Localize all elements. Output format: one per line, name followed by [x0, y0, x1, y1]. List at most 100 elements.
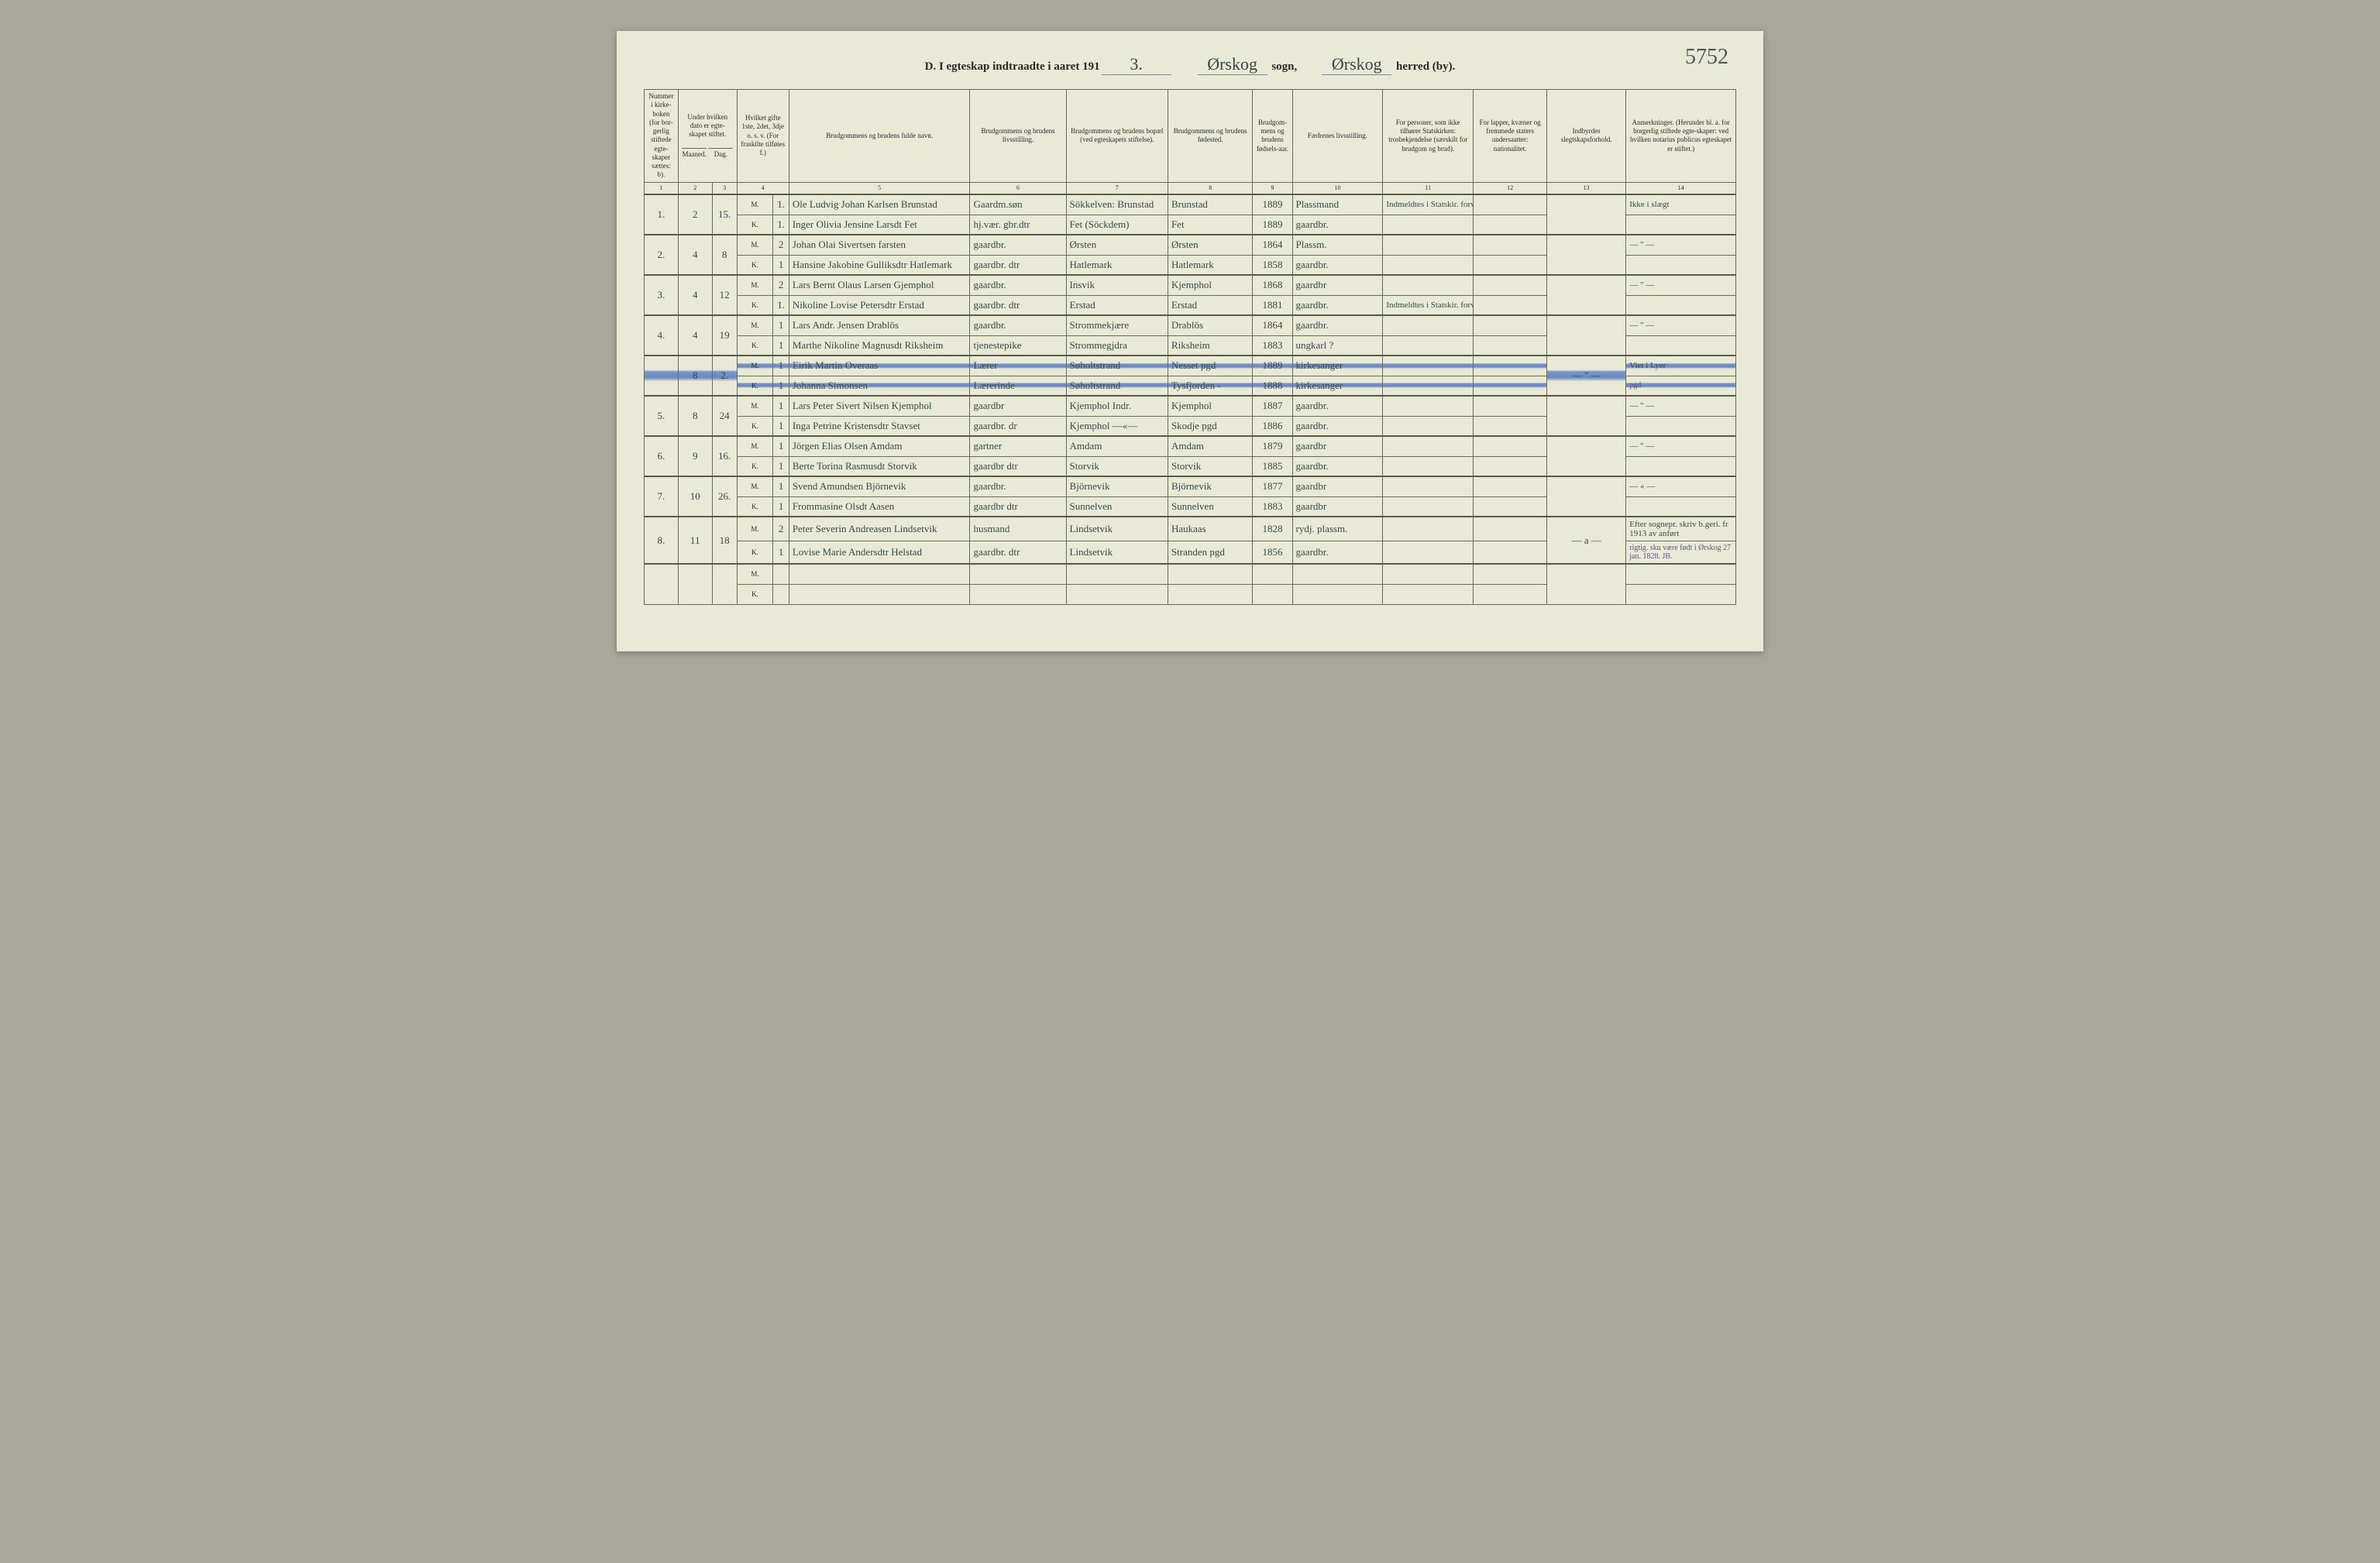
cell-aar: 1858: [1253, 255, 1292, 275]
cell-slegt: [1547, 315, 1626, 356]
cell-day: 15.: [712, 194, 737, 235]
cell-gifte: 1: [773, 456, 789, 476]
table-row: 3.412M.2Lars Bernt Olaus Larsen Gjemphol…: [645, 275, 1736, 295]
cell-faedre: gaardbr.: [1292, 215, 1383, 235]
cell-mk: M.: [737, 275, 773, 295]
cell-stilling: Gaardm.søn: [970, 194, 1066, 215]
cell-month: 8: [678, 396, 712, 436]
cell-faedre: rydj. plassm.: [1292, 517, 1383, 541]
col-header-4: Hvilket gifte 1ste, 2det, 3dje o. s. v. …: [737, 90, 789, 183]
cell-stilling: [970, 584, 1066, 604]
cell-no: 1.: [645, 194, 679, 235]
cell-nat: [1474, 496, 1547, 517]
cell-name: Ole Ludvig Johan Karlsen Brunstad: [789, 194, 970, 215]
cell-fodested: Drablös: [1168, 315, 1253, 335]
col-header-2-sub2: Dag.: [708, 148, 733, 159]
ledger-table: Nummer i kirke-boken (for bor-gerlig sti…: [644, 89, 1736, 605]
cell-fodested: Skodje pgd: [1168, 416, 1253, 436]
col-header-2-sub1: Maaned.: [682, 148, 707, 159]
cell-bopael: [1066, 564, 1168, 584]
cell-aar: 1889: [1253, 194, 1292, 215]
cell-faedre: gaardbr.: [1292, 315, 1383, 335]
cell-stilling: gaardbr.: [970, 315, 1066, 335]
cell-name: Hansine Jakobine Gulliksdtr Hatlemark: [789, 255, 970, 275]
table-row: 1.215.M.1.Ole Ludvig Johan Karlsen Bruns…: [645, 194, 1736, 215]
cell-bopael: Fet (Söckdem): [1066, 215, 1168, 235]
cell-no: 3.: [645, 275, 679, 315]
cell-stilling: hj.vær. gbr.dtr: [970, 215, 1066, 235]
cell-bopael: Storvik: [1066, 456, 1168, 476]
cell-mk: K.: [737, 456, 773, 476]
cell-nat: [1474, 194, 1547, 215]
cell-gifte: 1: [773, 255, 789, 275]
colnum-7: 7: [1066, 182, 1168, 194]
cell-tros: [1383, 584, 1474, 604]
cell-faedre: gaardbr.: [1292, 456, 1383, 476]
cell-nat: [1474, 215, 1547, 235]
cell-name: Lovise Marie Andersdtr Helstad: [789, 541, 970, 565]
cell-fodested: Nesset pgd: [1168, 356, 1253, 376]
cell-nat: [1474, 235, 1547, 255]
col-header-8: Brudgommens og brudens fødested.: [1168, 90, 1253, 183]
cell-tros: [1383, 335, 1474, 356]
cell-gifte: 1: [773, 416, 789, 436]
cell-fodested: [1168, 584, 1253, 604]
cell-anm: [1626, 335, 1736, 356]
cell-anm: [1626, 295, 1736, 315]
cell-stilling: gaardbr: [970, 396, 1066, 416]
cell-stilling: husmand: [970, 517, 1066, 541]
cell-slegt: [1547, 564, 1626, 604]
cell-stilling: gaardbr.: [970, 275, 1066, 295]
cell-slegt: — a —: [1547, 517, 1626, 564]
cell-nat: [1474, 396, 1547, 416]
cell-tros: [1383, 564, 1474, 584]
cell-mk: M.: [737, 235, 773, 255]
cell-bopael: Sökkelven: Brunstad: [1066, 194, 1168, 215]
cell-bopael: Sunnelven: [1066, 496, 1168, 517]
cell-slegt: [1547, 235, 1626, 275]
cell-faedre: Plassmand: [1292, 194, 1383, 215]
cell-gifte: 1: [773, 436, 789, 456]
cell-mk: K.: [737, 496, 773, 517]
table-body: 1.215.M.1.Ole Ludvig Johan Karlsen Bruns…: [645, 194, 1736, 604]
cell-fodested: Kjemphol: [1168, 275, 1253, 295]
cell-no: [645, 356, 679, 396]
cell-aar: 1864: [1253, 235, 1292, 255]
cell-gifte: 1: [773, 356, 789, 376]
cell-aar: 1885: [1253, 456, 1292, 476]
cell-mk: K.: [737, 584, 773, 604]
header-herred-label: herred (by).: [1396, 60, 1455, 73]
cell-stilling: gaardbr. dtr: [970, 255, 1066, 275]
cell-bopael: Lindsetvik: [1066, 517, 1168, 541]
cell-stilling: gaardbr dtr: [970, 456, 1066, 476]
colnum-14: 14: [1626, 182, 1736, 194]
cell-aar: [1253, 564, 1292, 584]
cell-month: 2: [678, 194, 712, 235]
cell-tros: [1383, 496, 1474, 517]
cell-stilling: tjenestepike: [970, 335, 1066, 356]
cell-bopael: Erstad: [1066, 295, 1168, 315]
cell-month: 8: [678, 356, 712, 396]
cell-day: 24: [712, 396, 737, 436]
cell-tros: [1383, 456, 1474, 476]
cell-faedre: gaardbr.: [1292, 416, 1383, 436]
cell-name: Svend Amundsen Björnevik: [789, 476, 970, 496]
cell-mk: K.: [737, 295, 773, 315]
cell-gifte: 1: [773, 376, 789, 396]
cell-day: 2.: [712, 356, 737, 396]
cell-fodested: [1168, 564, 1253, 584]
cell-gifte: 1: [773, 335, 789, 356]
col-header-13: Indbyrdes slegtskapsforhold.: [1547, 90, 1626, 183]
cell-aar: [1253, 584, 1292, 604]
cell-no: 6.: [645, 436, 679, 476]
cell-no: 5.: [645, 396, 679, 436]
cell-mk: M.: [737, 436, 773, 456]
cell-aar: 1856: [1253, 541, 1292, 565]
cell-nat: [1474, 255, 1547, 275]
cell-gifte: 1: [773, 396, 789, 416]
table-row: 7.1026.M.1Svend Amundsen Björnevikgaardb…: [645, 476, 1736, 496]
cell-day: [712, 564, 737, 604]
cell-bopael: Ørsten: [1066, 235, 1168, 255]
cell-anm: [1626, 456, 1736, 476]
col-header-11: For personer, som ikke tilhører Statskir…: [1383, 90, 1474, 183]
